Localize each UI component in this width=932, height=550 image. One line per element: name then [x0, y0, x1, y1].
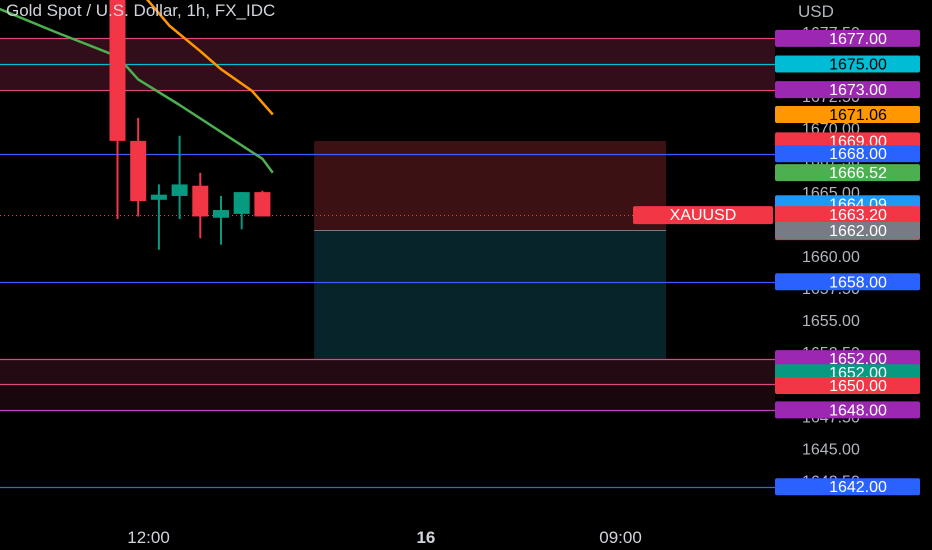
candle-body	[192, 185, 209, 217]
price-tag-background	[775, 81, 920, 99]
price-tick-label: 1660.00	[802, 249, 860, 266]
take-profit-area[interactable]	[314, 230, 667, 359]
candle	[254, 190, 271, 217]
moving-averages-layer	[0, 0, 274, 174]
price-tag-background	[775, 29, 920, 47]
horizontal-lines-layer	[0, 37, 775, 489]
time-tick-label: 16	[416, 528, 435, 547]
price-tag-background	[775, 222, 920, 240]
price-tag-label: 1648.00	[829, 402, 887, 419]
price-tag-label: 1650.00	[829, 378, 887, 395]
price-tag-label: 1658.00	[829, 274, 887, 291]
price-tag-label: 1675.00	[829, 57, 887, 74]
position-tool[interactable]	[314, 140, 667, 359]
price-tag: 1673.00	[775, 81, 920, 99]
price-tag: 1648.00	[775, 401, 920, 419]
price-tag-background	[775, 377, 920, 395]
price-tick-label: 1655.00	[802, 313, 860, 330]
candle-body	[171, 184, 188, 196]
candle	[109, 0, 126, 220]
candle	[171, 135, 188, 220]
candle	[192, 172, 209, 239]
time-axis[interactable]: 12:00 16 09:00	[127, 528, 642, 547]
price-tag-label: 1662.00	[829, 223, 887, 240]
time-tick-label: 12:00	[127, 528, 170, 547]
candle	[233, 192, 250, 230]
symbol-tag: XAUUSD	[633, 206, 773, 225]
candle-body	[213, 210, 229, 218]
candle	[213, 195, 229, 245]
price-tag-label: 1642.00	[829, 479, 887, 496]
price-tag-label: 1673.00	[829, 82, 887, 99]
axis-currency-label[interactable]: USD	[798, 2, 834, 21]
price-tag-background	[775, 350, 920, 368]
candle	[150, 184, 167, 250]
price-tag: 1677.00	[775, 29, 920, 48]
candle-body	[109, 0, 126, 141]
price-tag: 1668.00	[775, 145, 920, 163]
ema-fast-line	[0, 7, 274, 174]
price-tag: 1650.00	[775, 377, 920, 395]
chart-title[interactable]: Gold Spot / U.S. Dollar, 1h, FX_IDC	[6, 1, 276, 20]
price-tag-background	[775, 164, 920, 182]
support-zone	[0, 358, 775, 385]
support-zone-lower	[0, 384, 775, 410]
ema-slow-line	[145, 0, 274, 116]
price-tag-background	[775, 364, 920, 382]
price-tag-label: 1668.00	[829, 146, 887, 163]
price-tag-label: 1671.06	[829, 107, 887, 124]
price-tag-background	[775, 106, 920, 124]
price-tag: 1642.00	[775, 478, 920, 496]
price-tag: 1652.00	[775, 350, 920, 368]
price-tag: 1675.00	[775, 55, 920, 74]
symbol-tag-background	[633, 206, 773, 225]
symbol-tag-label: XAUUSD	[670, 207, 737, 224]
price-tag-label: 1652.00	[829, 351, 887, 368]
candle-body	[254, 192, 271, 217]
price-tag: 1666.52	[775, 164, 920, 182]
price-tag-background	[775, 55, 920, 73]
price-tag-background	[775, 132, 920, 150]
price-tag: 1662.00	[775, 222, 920, 240]
price-tag-background	[775, 273, 920, 291]
price-tag: 1658.00	[775, 273, 920, 291]
candle	[130, 117, 147, 217]
candles-layer	[109, 0, 271, 250]
price-tag-label: 1677.00	[829, 31, 887, 48]
price-tag-background	[775, 145, 920, 163]
price-tick-label: 1645.00	[802, 441, 860, 458]
price-tag-background	[775, 401, 920, 419]
time-tick-label: 09:00	[599, 528, 642, 547]
price-tags-layer: 1677.001675.001673.001671.061669.001668.…	[633, 29, 920, 496]
price-tag-background	[775, 478, 920, 496]
price-tag-label: 1663.20	[829, 207, 887, 224]
price-tag-label: 1666.52	[829, 165, 887, 182]
candle-body	[150, 194, 167, 200]
price-tag: 1671.06	[775, 106, 920, 124]
candle-body	[233, 192, 250, 214]
candle-body	[130, 140, 147, 202]
